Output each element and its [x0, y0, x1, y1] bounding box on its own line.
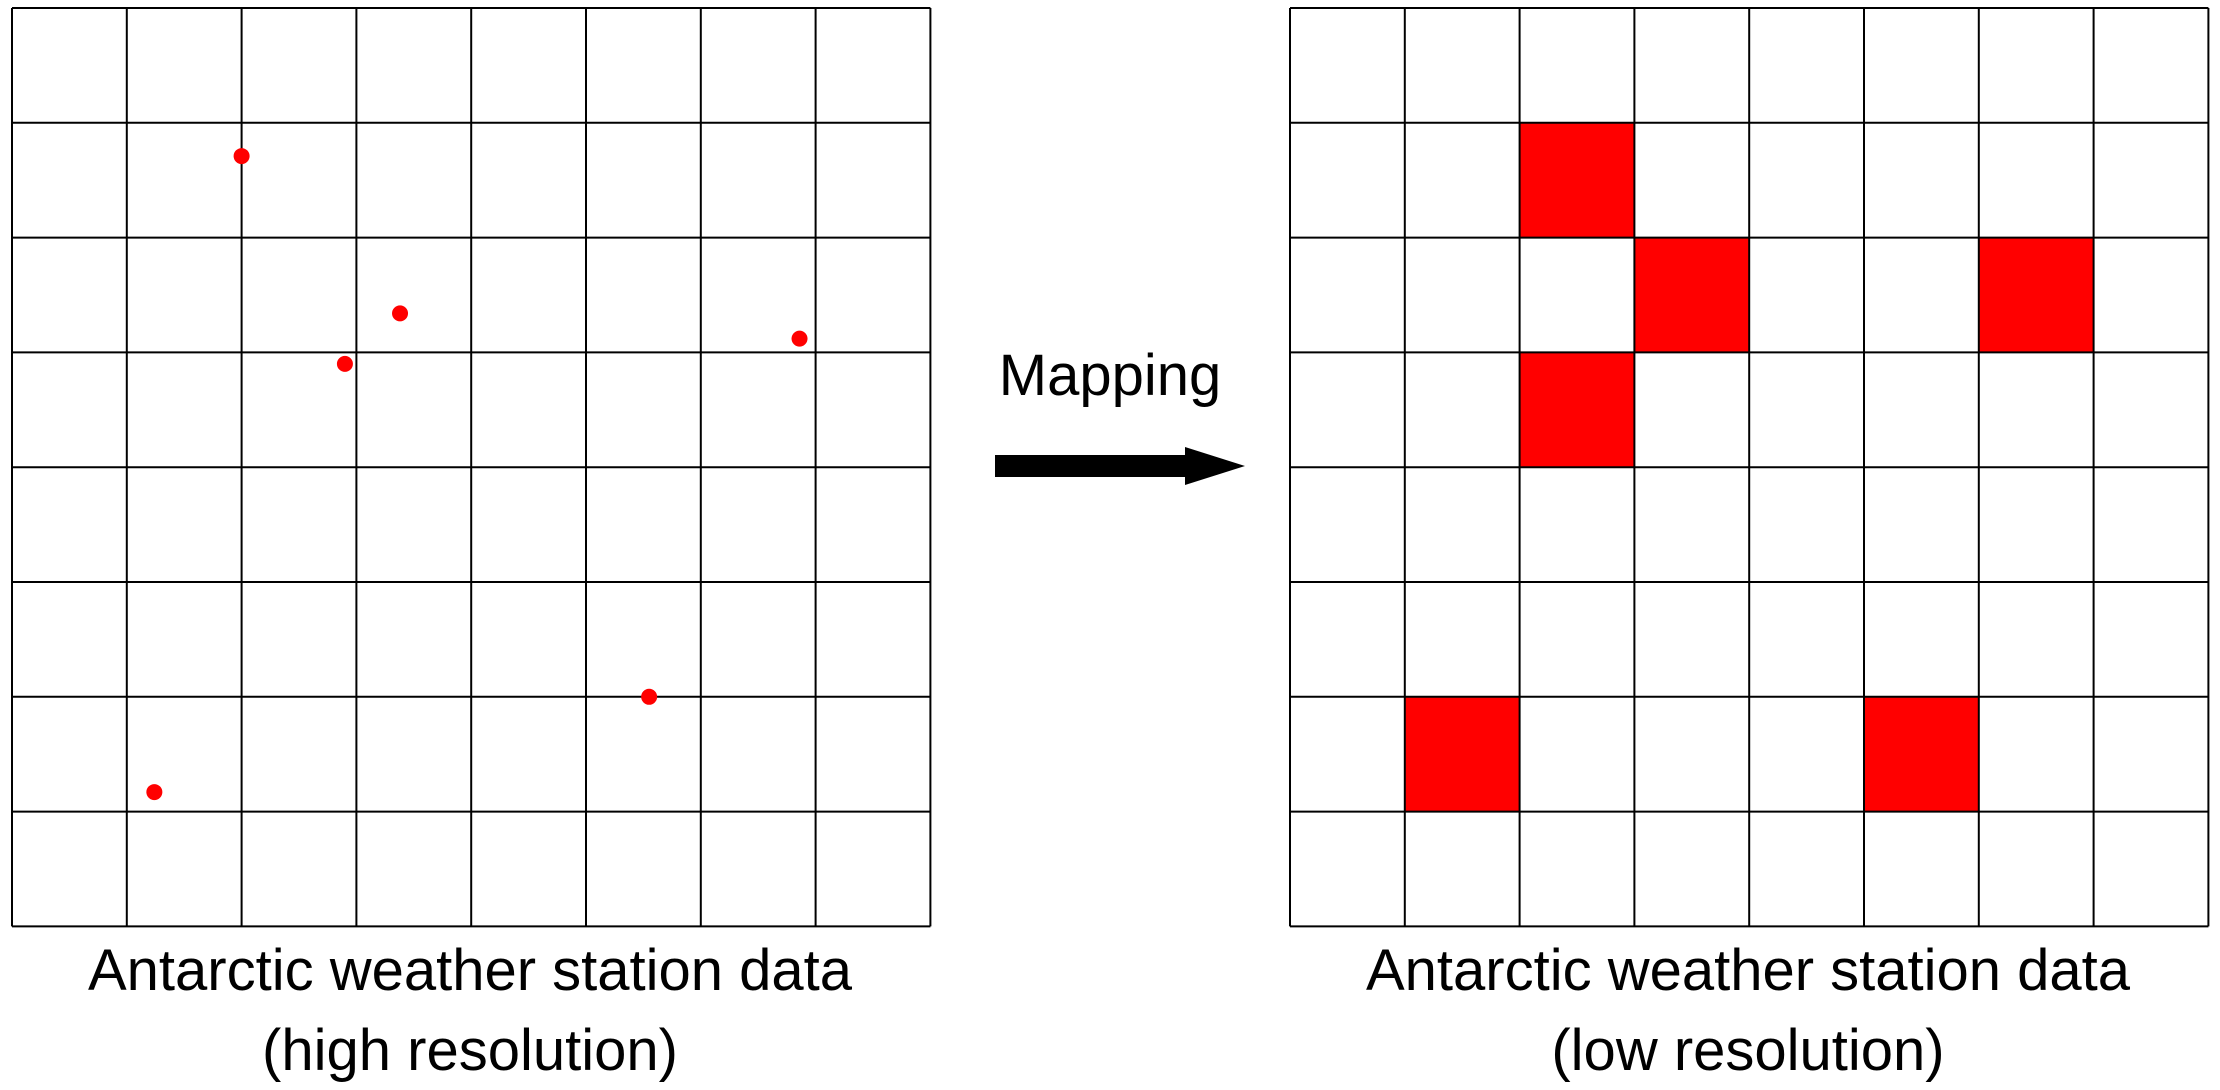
- arrow-shaft: [995, 455, 1195, 477]
- filled-cell-5: [1404, 696, 1520, 812]
- mapping-section: Mapping: [995, 343, 1245, 485]
- station-point-1: [233, 148, 250, 165]
- station-points: [146, 148, 808, 801]
- mapping-label: Mapping: [999, 343, 1221, 408]
- left-caption-line1: Antarctic weather station data: [88, 938, 853, 1003]
- high-resolution-panel: Antarctic weather station data (high res…: [11, 7, 932, 1083]
- filled-cell-6: [1864, 696, 1979, 812]
- filled-cells: [1404, 122, 2094, 812]
- filled-cell-4: [1519, 352, 1635, 468]
- station-point-5: [641, 688, 658, 705]
- station-point-4: [791, 330, 808, 347]
- right-arrow-icon: [995, 447, 1245, 485]
- left-caption-line2: (high resolution): [262, 1018, 678, 1083]
- low-resolution-panel: Antarctic weather station data (low reso…: [1289, 7, 2210, 1083]
- station-point-6: [146, 784, 163, 801]
- station-point-3: [336, 355, 353, 372]
- right-caption-line1: Antarctic weather station data: [1366, 938, 2131, 1003]
- station-point-2: [392, 305, 409, 322]
- filled-cell-2: [1634, 237, 1750, 353]
- low-resolution-grid: [1289, 7, 2210, 928]
- filled-cell-1: [1519, 122, 1635, 238]
- arrow-head: [1185, 447, 1245, 485]
- filled-cell-3: [1978, 237, 2094, 353]
- right-caption-line2: (low resolution): [1551, 1018, 1944, 1083]
- high-resolution-grid: [11, 7, 932, 928]
